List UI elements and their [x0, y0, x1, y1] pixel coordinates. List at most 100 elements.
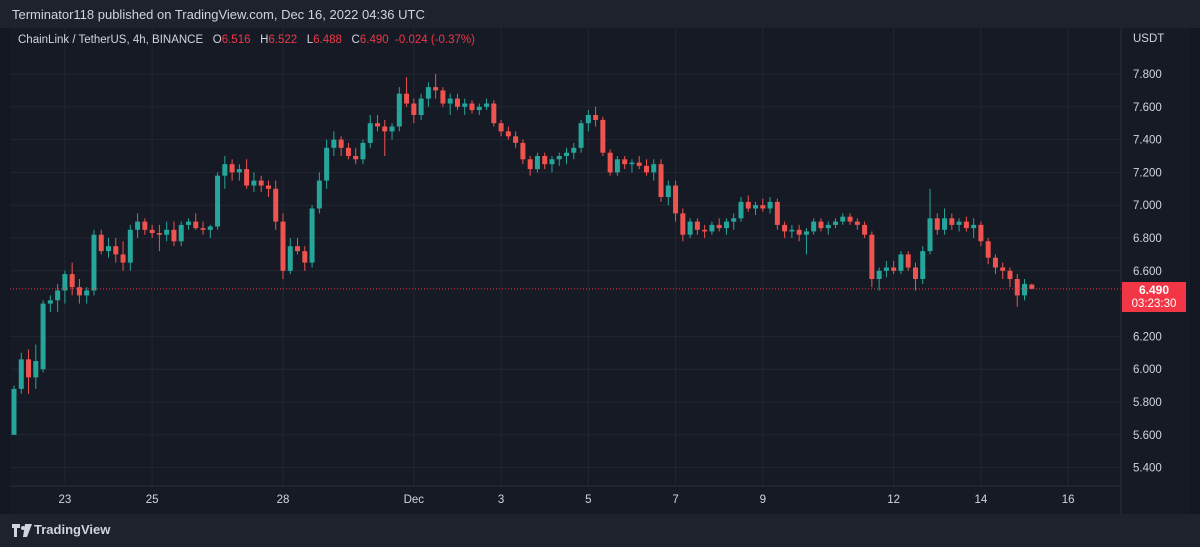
candle	[55, 283, 61, 312]
candle-body	[55, 290, 61, 301]
candle	[324, 139, 330, 189]
candle	[796, 224, 802, 242]
candle-body	[745, 201, 751, 209]
candle	[178, 221, 184, 247]
candle	[462, 98, 468, 115]
candle	[542, 152, 548, 170]
candle-body	[353, 156, 359, 160]
candle-body	[40, 303, 46, 370]
candle	[229, 159, 235, 181]
candle	[920, 246, 926, 284]
candle	[876, 267, 882, 291]
candle-body	[585, 115, 591, 124]
tradingview-logo-icon[interactable]	[12, 523, 32, 539]
candle-body	[513, 136, 519, 143]
candle-body	[1022, 283, 1028, 296]
candle-body	[636, 162, 642, 166]
candle-body	[680, 213, 686, 235]
candle-body	[265, 185, 271, 189]
candle-body	[251, 180, 257, 186]
candle	[723, 218, 729, 235]
candle	[440, 87, 446, 107]
candle	[215, 172, 221, 230]
candle-body	[687, 221, 693, 235]
time-axis-labels: 23 25 28 Dec 3 5 7 9 12 14 16	[58, 494, 1074, 506]
candle	[513, 131, 519, 148]
candle	[135, 213, 141, 238]
candle	[127, 224, 133, 271]
low-value: 6.488	[313, 34, 342, 46]
candle-body	[433, 87, 439, 91]
candle	[1007, 267, 1013, 288]
candle-body	[229, 164, 235, 173]
candle-body	[782, 224, 788, 232]
candle-body	[84, 290, 90, 296]
candle	[738, 197, 744, 222]
candle-body	[113, 246, 119, 255]
candle-body	[753, 205, 759, 209]
candle	[534, 152, 540, 173]
footer-bar: TradingView	[0, 514, 1200, 547]
candle-body	[578, 123, 584, 148]
candle	[614, 156, 620, 176]
candle-body	[709, 224, 715, 232]
y-tick-label: 5.800	[1133, 397, 1162, 409]
candle-body	[1029, 284, 1035, 289]
candle	[585, 110, 591, 132]
candle-body	[571, 147, 577, 153]
candle	[302, 246, 308, 271]
candle	[454, 93, 460, 111]
candle-body	[135, 221, 141, 230]
candle	[934, 213, 940, 235]
candle-body	[26, 359, 32, 378]
candle	[236, 164, 242, 181]
x-tick-label: 3	[498, 494, 504, 506]
candle	[753, 201, 759, 216]
candle	[527, 156, 533, 176]
candle-body	[280, 221, 286, 271]
candle	[818, 218, 824, 232]
candle	[200, 221, 206, 235]
candle-body	[629, 162, 635, 165]
candle	[978, 221, 984, 247]
candle-body	[978, 224, 984, 242]
candle-body	[891, 267, 897, 271]
candle	[316, 172, 322, 214]
candle	[193, 213, 199, 230]
candle	[1014, 274, 1020, 307]
candle-body	[527, 159, 533, 170]
candle-body	[91, 234, 97, 291]
high-label: H	[260, 34, 269, 46]
y-tick-label: 6.800	[1133, 233, 1162, 245]
candle-body	[164, 229, 170, 235]
candle-body	[847, 216, 853, 222]
y-tick-label: 6.600	[1133, 266, 1162, 278]
candle	[658, 159, 664, 202]
candle-body	[716, 224, 722, 229]
candle-body	[702, 229, 708, 232]
candle-body	[469, 103, 475, 111]
candle	[185, 218, 191, 230]
candle-body	[963, 221, 969, 229]
candle	[847, 213, 853, 225]
candle	[469, 100, 475, 114]
tradingview-brand[interactable]: TradingView	[34, 522, 111, 537]
y-tick-label: 7.800	[1133, 69, 1162, 81]
candle	[476, 103, 482, 115]
candle-body	[418, 98, 424, 115]
candles	[11, 74, 1035, 435]
candle	[593, 106, 599, 127]
x-tick-label: 25	[146, 494, 159, 506]
candle	[1029, 283, 1035, 290]
candle-body	[665, 185, 671, 197]
candle	[782, 221, 788, 238]
candle-body	[98, 234, 104, 252]
candle	[106, 238, 112, 258]
candle-body	[622, 159, 628, 165]
candle-body	[825, 224, 831, 229]
candle	[578, 119, 584, 153]
candle	[912, 262, 918, 291]
candle-body	[411, 103, 417, 115]
candle-body	[774, 201, 780, 225]
